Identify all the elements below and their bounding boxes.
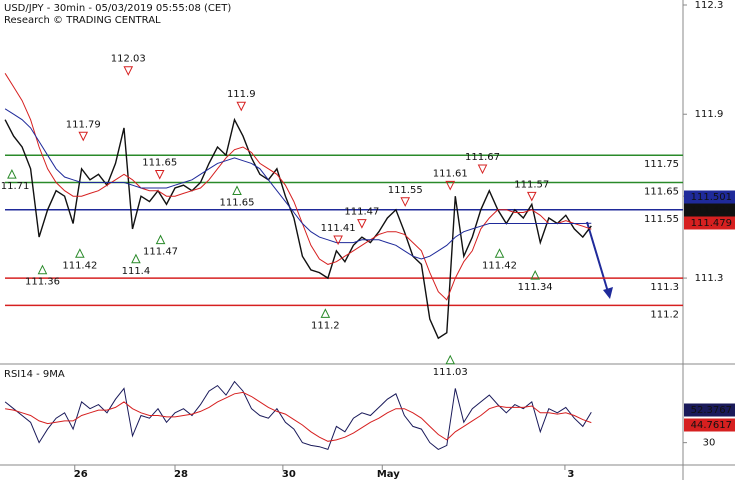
annotation-label: 111.9 — [227, 89, 256, 100]
y-tick-label: 111.9 — [695, 109, 724, 120]
high-marker — [357, 219, 367, 229]
annotation-label: 111.41 — [321, 223, 356, 234]
value-box-label: 44.7617 — [691, 420, 732, 431]
price-box — [684, 203, 735, 217]
low-marker — [131, 253, 141, 264]
annotation-label: 112.03 — [111, 54, 146, 65]
price-box-label: 111.491 — [691, 205, 732, 216]
series-line — [5, 391, 592, 442]
price-box — [684, 190, 735, 204]
level-label: 111.55 — [644, 214, 679, 225]
value-box-label: 52.3767 — [691, 405, 732, 416]
low-marker — [232, 185, 242, 195]
low-marker — [75, 248, 85, 258]
chart-title: USD/JPY - 30min - 05/03/2019 05:55:08 (C… — [4, 3, 231, 14]
high-marker — [333, 235, 343, 246]
annotation-label: 111.61 — [433, 168, 468, 179]
annotation-label: 111.42 — [482, 260, 517, 271]
annotation-label: 111.36 — [25, 277, 60, 288]
series-line — [4, 73, 592, 301]
x-tick-label: 30 — [282, 469, 296, 480]
high-marker — [477, 164, 488, 175]
forecast-arrow — [586, 221, 609, 293]
x-tick-label: May — [377, 469, 400, 480]
x-tick-label: 3 — [567, 469, 574, 480]
level-label: 111.3 — [650, 282, 679, 293]
y-tick-label: 112.3 — [695, 0, 724, 11]
low-marker — [320, 308, 331, 318]
annotation-label: 111.67 — [465, 152, 500, 163]
annotation-label: 111.2 — [311, 320, 340, 331]
value-box — [684, 418, 735, 432]
high-marker — [445, 180, 456, 191]
series-line — [4, 117, 592, 340]
chart-subtitle: Research © TRADING CENTRAL — [4, 15, 161, 26]
level-label: 111.65 — [644, 187, 679, 198]
annotation-label: 111.4 — [122, 266, 151, 277]
value-box — [684, 403, 735, 417]
low-marker — [7, 168, 17, 179]
x-tick-label: 28 — [174, 469, 188, 480]
level-label: 111.2 — [650, 309, 679, 320]
low-marker — [494, 248, 505, 258]
price-box — [684, 216, 735, 230]
annotation-label: 111.34 — [518, 282, 553, 293]
annotation-label: 111.03 — [433, 367, 468, 378]
x-tick-label: 26 — [74, 469, 88, 480]
annotation-label: 111.55 — [388, 185, 423, 196]
annotation-label: 111.65 — [142, 158, 177, 169]
annotation-label: 111.65 — [220, 198, 255, 209]
annotation-label: 111.47 — [344, 207, 379, 218]
high-marker — [154, 170, 165, 180]
high-marker — [526, 191, 537, 202]
high-marker — [236, 101, 247, 112]
low-marker — [37, 264, 48, 275]
annotation-label: 111.47 — [143, 247, 178, 258]
panel-title: RSI14 - 9MA — [4, 369, 65, 380]
annotation-label: 111.57 — [514, 179, 549, 190]
price-box-label: 111.501 — [691, 192, 732, 203]
price-box-label: 111.479 — [691, 218, 732, 229]
forecast-arrowhead — [603, 287, 613, 299]
annotation-label: 111.71 — [0, 181, 29, 192]
annotation-label: 111.79 — [66, 119, 101, 130]
annotation-label: 111.42 — [62, 260, 97, 271]
low-marker — [445, 354, 456, 365]
y-tick-label: 30 — [703, 438, 716, 449]
high-marker — [123, 66, 134, 76]
low-marker — [155, 234, 166, 245]
high-marker — [78, 131, 89, 142]
level-label: 111.75 — [644, 159, 679, 170]
low-marker — [530, 270, 540, 280]
series-line — [4, 108, 592, 260]
y-tick-label: 111.3 — [695, 273, 724, 284]
high-marker — [400, 197, 411, 207]
series-line — [4, 380, 592, 451]
